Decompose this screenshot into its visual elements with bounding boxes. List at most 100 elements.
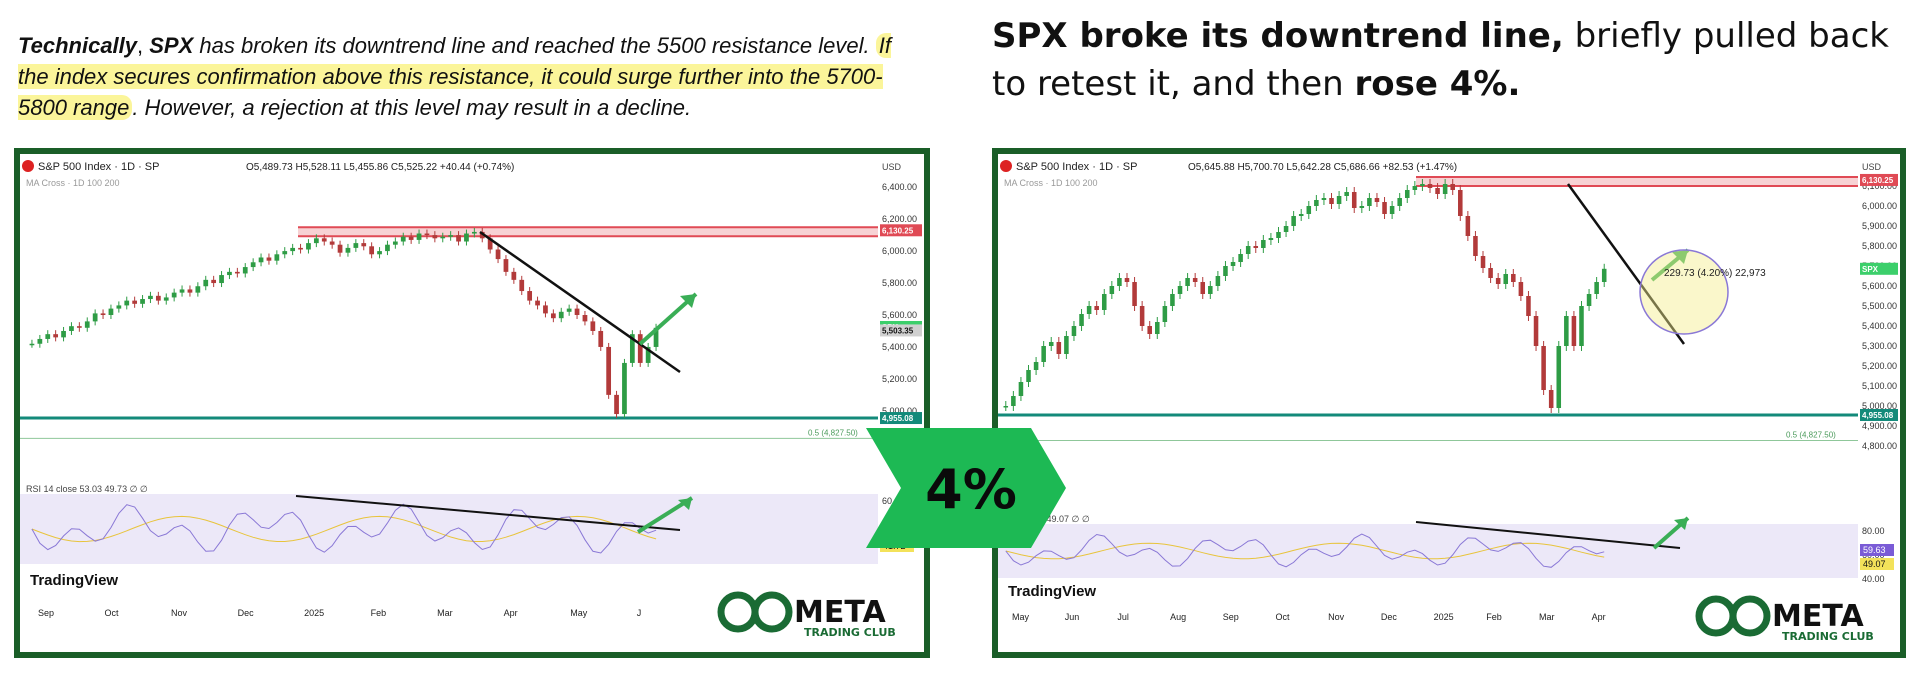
rsi-value-tag <box>1860 544 1894 556</box>
candle-body <box>1268 238 1274 240</box>
candle-body <box>100 313 106 315</box>
candle-body <box>132 300 138 304</box>
candle-body <box>440 236 446 239</box>
x-tick-label: Jul <box>1117 612 1129 622</box>
candle-body <box>590 321 596 331</box>
candle-body <box>1404 190 1410 198</box>
candle-body <box>464 233 469 242</box>
price-tag-label: 4,955.08 <box>882 414 914 423</box>
candle-body <box>321 238 327 242</box>
candle-body <box>290 247 296 252</box>
y-tick-label: 4,800.00 <box>1862 441 1897 451</box>
resistance-zone <box>1416 176 1858 186</box>
candle-body <box>53 334 59 338</box>
logo-text: META <box>794 595 886 630</box>
candle-body <box>1503 274 1509 284</box>
y-tick-label: 6,100.00 <box>1862 181 1897 191</box>
candle-body <box>148 295 153 300</box>
candle-body <box>1018 382 1024 396</box>
candle-body <box>1450 184 1455 190</box>
logo-mark <box>1695 595 1737 637</box>
price-tag-label: 6,130.25 <box>1862 176 1894 185</box>
candle-body <box>1124 278 1130 282</box>
candle-body <box>1541 346 1546 390</box>
candle-body <box>653 327 659 347</box>
candle-body <box>1200 282 1206 294</box>
caption-text: has broken its downtrend line and reache… <box>193 33 876 58</box>
candle-body <box>1056 342 1062 354</box>
candle-body <box>400 236 406 242</box>
candle-body <box>629 334 635 363</box>
rsi-value-label: 49.07 <box>1863 559 1886 569</box>
indicator-label: MA Cross · 1D 100 200 <box>1004 178 1098 188</box>
candle-body <box>1003 406 1009 408</box>
candle-body <box>234 271 240 274</box>
currency-label: USD <box>882 162 902 172</box>
x-tick-label: Dec <box>1381 612 1398 622</box>
x-tick-label: Sep <box>38 608 54 618</box>
y-tick-label: 5,800.00 <box>1862 241 1897 251</box>
candle-body <box>1026 370 1031 382</box>
y-tick-label: 5,200.00 <box>882 374 917 384</box>
candle-body <box>1442 184 1448 194</box>
rsi-line <box>31 503 657 554</box>
candle-body <box>606 346 612 395</box>
candle-body <box>140 299 145 304</box>
candle-body <box>1367 198 1372 206</box>
x-tick-label: Nov <box>1328 612 1345 622</box>
y-tick-label: 5,000.00 <box>882 406 917 416</box>
projection-arrowhead <box>1672 250 1688 264</box>
logo-subtext: TRADING CLUB <box>1782 630 1874 643</box>
candle-body <box>1041 346 1046 362</box>
candle-body <box>598 330 604 347</box>
y-tick-label: 5,100.00 <box>1862 381 1897 391</box>
candle-body <box>1488 268 1493 278</box>
candle-body <box>69 326 74 331</box>
candle-body <box>1011 396 1016 406</box>
tradingview-watermark: TradingView <box>30 572 118 589</box>
candle-body <box>1594 282 1599 294</box>
right-chart-svg: S&P 500 Index · 1D · SP O5,645.88 H5,700.… <box>998 160 1898 643</box>
candle-body <box>37 338 43 344</box>
candle-body <box>306 243 311 250</box>
candle-body <box>116 305 122 309</box>
candle-body <box>1495 278 1501 284</box>
candle-body <box>503 259 509 272</box>
candle-body <box>1321 198 1327 200</box>
candle-body <box>1101 294 1107 310</box>
candle-body <box>448 235 454 237</box>
candle-body <box>1548 390 1554 408</box>
y-tick-label: 6,400.00 <box>882 182 917 192</box>
candle-body <box>61 330 66 338</box>
symbol-icon <box>22 160 34 172</box>
logo-text: META <box>1772 599 1864 634</box>
candle-body <box>614 394 619 415</box>
candle-body <box>1238 254 1243 262</box>
resistance-zone <box>298 227 878 237</box>
candle-body <box>1132 282 1137 306</box>
candle-body <box>84 321 90 328</box>
rsi-value-label: 59.63 <box>1863 545 1886 555</box>
price-tag-label: 4,955.08 <box>1862 411 1894 420</box>
candle-body <box>1579 306 1584 346</box>
x-tick-label: Nov <box>171 608 188 618</box>
downtrend-line <box>479 230 681 374</box>
candle-body <box>1351 192 1357 208</box>
candle-body <box>1571 316 1577 346</box>
candle-body <box>1139 306 1145 326</box>
candle-body <box>203 279 209 287</box>
candle-body <box>195 286 201 293</box>
badge-chevron <box>866 428 1066 548</box>
candle-body <box>29 343 35 346</box>
x-tick-label: Dec <box>238 608 255 618</box>
candle-body <box>337 244 343 253</box>
candle-body <box>1314 200 1319 206</box>
candle-body <box>211 279 217 284</box>
candle-body <box>543 305 548 314</box>
y-tick-label: 5,800.00 <box>882 278 917 288</box>
candle-body <box>1533 316 1539 346</box>
candle-body <box>313 238 319 244</box>
x-tick-label: J <box>637 608 642 618</box>
price-tag-label: SPX <box>1862 265 1879 274</box>
candle-body <box>282 251 288 255</box>
